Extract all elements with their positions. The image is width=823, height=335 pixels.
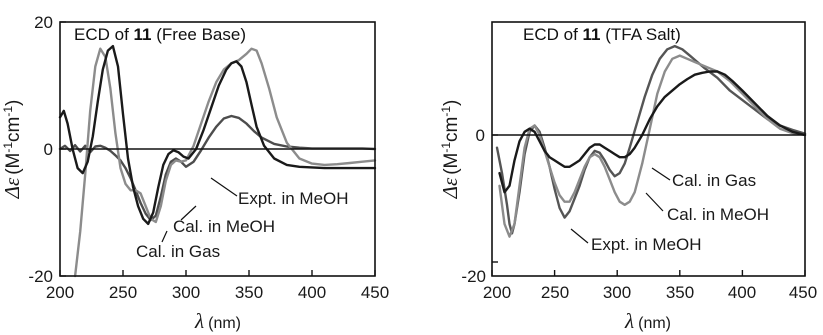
free-base-panel-title: ECD of 11 (Free Base) — [74, 25, 246, 44]
free-base-annotation-cal-meoh: Cal. in MeOH — [173, 217, 275, 236]
free-base-xtick-label: 300 — [172, 283, 200, 302]
free-base-annotation-cal-gas: Cal. in Gas — [136, 242, 220, 261]
free-base-series-cal-in-meoh — [73, 47, 377, 278]
free-base-annotation-expt-meoh: Expt. in MeOH — [238, 189, 349, 208]
free-base-xtick-label: 400 — [298, 283, 326, 302]
tfa-salt-annotation-cal-meoh: Cal. in MeOH — [667, 205, 769, 224]
tfa-salt-ytick-label: -20 — [461, 267, 486, 286]
tfa-salt-y-axis-label: Δε(M-1cm-1) — [438, 100, 462, 200]
free-base-xtick-label: 200 — [46, 283, 74, 302]
panel-free-base-series — [58, 44, 377, 278]
tfa-salt-plot-frame — [491, 21, 806, 277]
tfa-salt-x-axis-label: λ (nm) — [624, 309, 671, 333]
free-base-annotation-leader — [161, 230, 168, 243]
free-base-annotation-leader — [210, 177, 238, 197]
tfa-salt-annotation-leader — [570, 228, 589, 244]
panel-tfa-salt-series — [495, 44, 807, 238]
panel-free-base: ECD of 11 (Free Base) 20 0 -20 200 250 3… — [0, 13, 389, 333]
free-base-x-axis-label: λ (nm) — [194, 309, 241, 333]
tfa-salt-tick-marks — [491, 134, 806, 276]
tfa-salt-series-cal-in-gas — [498, 70, 807, 194]
free-base-y-axis-label: Δε(M-1cm-1) — [0, 100, 24, 200]
tfa-salt-annotation-cal-gas: Cal. in Gas — [672, 171, 756, 190]
tfa-salt-ytick-label: 0 — [476, 126, 485, 145]
free-base-xtick-label: 450 — [361, 283, 389, 302]
free-base-xtick-label: 350 — [235, 283, 263, 302]
free-base-annotation-leader — [180, 205, 197, 221]
tfa-salt-xtick-label: 300 — [603, 283, 631, 302]
free-base-series-cal-in-gas — [58, 44, 377, 226]
free-base-xtick-label: 250 — [109, 283, 137, 302]
free-base-ytick-label: 0 — [44, 140, 53, 159]
tfa-salt-annotation-leader — [651, 167, 671, 181]
tfa-salt-xtick-label: 400 — [728, 283, 756, 302]
tfa-salt-xtick-label: 350 — [666, 283, 694, 302]
panel-tfa-salt: ECD of 11 (TFA Salt) 0 -20 200 250 300 3… — [438, 21, 817, 333]
tfa-salt-annotation-expt-meoh: Expt. in MeOH — [591, 235, 702, 254]
tfa-salt-annotation-leader — [645, 192, 664, 212]
free-base-series-expt-in-meoh — [58, 114, 377, 222]
tfa-salt-panel-title: ECD of 11 (TFA Salt) — [523, 25, 681, 44]
tfa-salt-xtick-label: 200 — [483, 283, 511, 302]
free-base-ytick-label: 20 — [34, 13, 53, 32]
tfa-salt-xtick-label: 250 — [541, 283, 569, 302]
tfa-salt-series-cal-in-meoh — [498, 54, 807, 238]
tfa-salt-xtick-label: 450 — [789, 283, 817, 302]
free-base-tick-marks — [59, 21, 376, 277]
free-base-ytick-label: -20 — [28, 267, 53, 286]
